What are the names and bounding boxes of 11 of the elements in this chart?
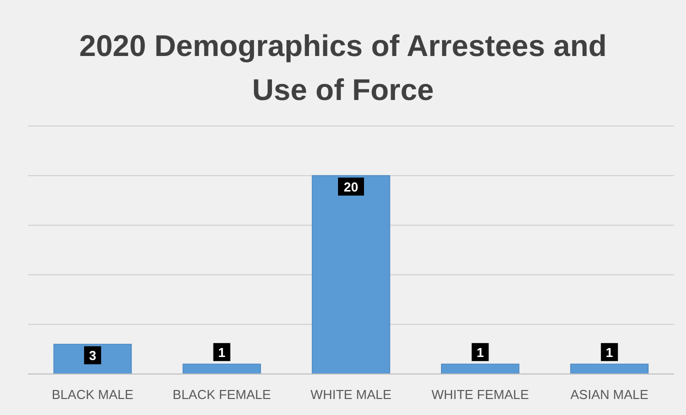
data-label: 1 [218,345,226,360]
x-tick-label: BLACK FEMALE [172,387,272,402]
x-tick-label: ASIAN MALE [570,387,649,402]
x-tick-label: WHITE FEMALE [431,387,530,402]
data-label: 20 [344,180,358,195]
chart-title: 2020 Demographics of Arrestees and Use of Force [79,30,607,107]
data-label: 1 [476,345,484,360]
data-label: 3 [88,348,96,364]
x-tick-label: WHITE MALE [310,387,392,402]
x-tick-label: BLACK MALE [52,387,134,402]
data-label: 1 [606,345,614,360]
